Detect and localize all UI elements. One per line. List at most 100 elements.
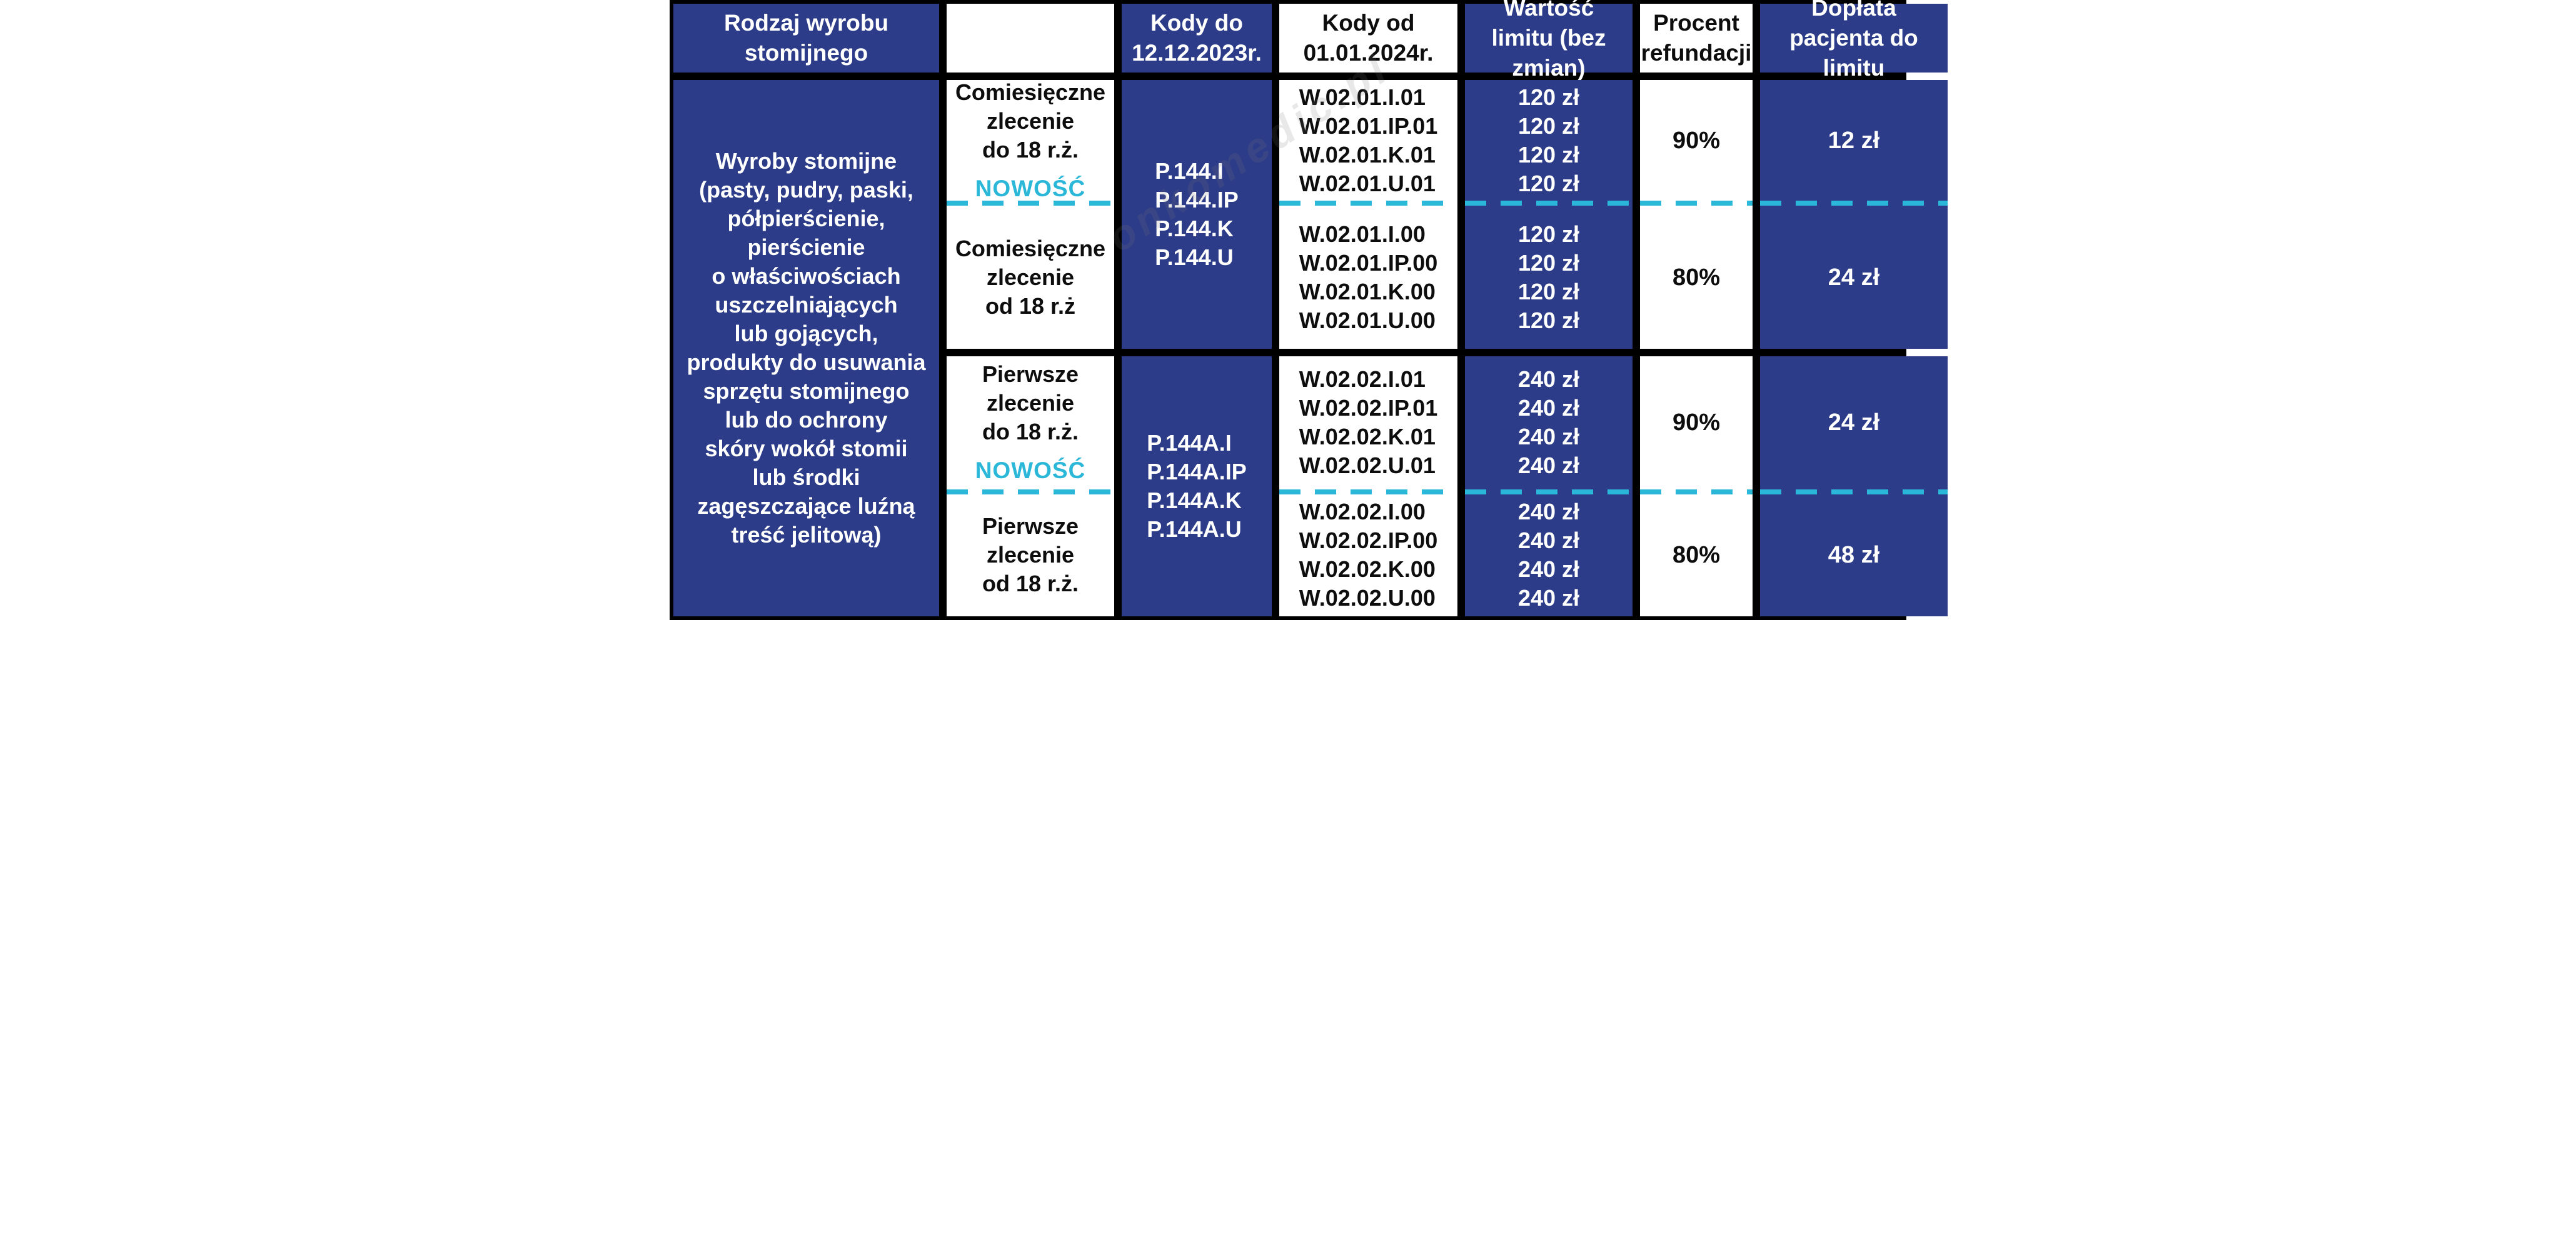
limit-value: 120 zł xyxy=(1517,141,1580,168)
limit-value: 240 zł xyxy=(1517,395,1580,421)
order-type-first-over18: Pierwsze zlecenie od 18 r.ż. xyxy=(947,494,1114,616)
copay-value: 24 zł xyxy=(1828,264,1880,291)
header-blank xyxy=(947,4,1114,73)
refund-value: 80% xyxy=(1672,264,1721,291)
product-line: Wyroby stomijne xyxy=(715,148,897,174)
copay-value: 12 zł xyxy=(1828,127,1880,154)
dashed-divider xyxy=(1640,201,1753,206)
header-copay-label: Dopłata pacjenta do limitu xyxy=(1789,0,1918,81)
copay-cell-group1: 12 zł 24 zł xyxy=(1760,80,1948,349)
order-type-cell-first: Pierwsze zlecenie do 18 r.ż. NOWOŚĆ Pier… xyxy=(947,356,1114,616)
order-line: od 18 r.ż. xyxy=(982,571,1079,597)
refund-value: 80% xyxy=(1672,542,1721,569)
header-refund: Procent refundacji xyxy=(1640,4,1753,73)
code-new: W.02.01.K.01 xyxy=(1299,141,1436,168)
refund-value: 90% xyxy=(1672,409,1721,436)
limit-value: 240 zł xyxy=(1517,499,1580,525)
header-codes-new-label: Kody od 01.01.2024r. xyxy=(1303,10,1434,66)
code-new: W.02.02.U.00 xyxy=(1299,585,1436,611)
header-limit-label: Wartość limitu (bez zmian) xyxy=(1491,0,1606,81)
codes-old-cell-p144a: P.144A.I P.144A.IP P.144A.K P.144A.U xyxy=(1122,356,1272,616)
dashed-divider xyxy=(1279,489,1457,494)
order-line: zlecenie xyxy=(986,390,1075,416)
limit-value: 240 zł xyxy=(1517,528,1580,554)
dashed-divider xyxy=(947,489,1114,494)
product-line: skóry wokół stomii xyxy=(705,436,908,461)
header-refund-label: Procent refundacji xyxy=(1641,10,1752,66)
header-codes-old-label: Kody do 12.12.2023r. xyxy=(1132,10,1262,66)
order-line: Pierwsze xyxy=(982,513,1079,539)
code-old: P.144A.I xyxy=(1147,430,1232,456)
code-new: W.02.02.IP.00 xyxy=(1299,528,1438,554)
limit-value: 120 zł xyxy=(1517,170,1580,196)
limit-value: 240 zł xyxy=(1517,585,1580,611)
code-new: W.02.02.U.01 xyxy=(1299,453,1436,479)
codes-new-cell-w0201: W.02.01.I.01 W.02.01.IP.01 W.02.01.K.01 … xyxy=(1279,80,1457,349)
code-new: W.02.02.K.01 xyxy=(1299,424,1436,450)
order-line: Comiesięczne xyxy=(955,235,1106,261)
limit-value: 120 zł xyxy=(1517,307,1580,333)
order-line: do 18 r.ż. xyxy=(982,136,1079,163)
limit-cell-240: 240 zł 240 zł 240 zł 240 zł 240 zł 240 z… xyxy=(1465,356,1633,616)
limit-value: 120 zł xyxy=(1517,249,1580,276)
dashed-divider xyxy=(1760,489,1948,494)
copay-cell-group2: 24 zł 48 zł xyxy=(1760,356,1948,616)
order-line: Comiesięczne xyxy=(955,79,1106,105)
header-copay: Dopłata pacjenta do limitu xyxy=(1760,0,1948,81)
nowosc-badge: NOWOŚĆ xyxy=(975,458,1086,484)
product-description-cell: Wyroby stomijne (pasty, pudry, paski, pó… xyxy=(673,80,939,616)
order-line: zlecenie xyxy=(986,264,1075,290)
product-line: uszczelniających xyxy=(715,292,898,318)
product-line: treść jelitową) xyxy=(731,522,882,548)
order-line: Pierwsze xyxy=(982,361,1079,388)
code-new: W.02.02.IP.01 xyxy=(1299,395,1438,421)
code-new: W.02.02.I.01 xyxy=(1299,366,1426,393)
nowosc-badge: NOWOŚĆ xyxy=(975,175,1086,201)
copay-value: 24 zł xyxy=(1828,409,1880,436)
code-new: W.02.02.K.00 xyxy=(1299,556,1436,583)
order-type-first-under18: Pierwsze zlecenie do 18 r.ż. NOWOŚĆ xyxy=(947,356,1114,489)
code-old: P.144.U xyxy=(1155,244,1234,270)
code-new: W.02.01.I.00 xyxy=(1299,221,1426,247)
dashed-divider xyxy=(1465,489,1633,494)
code-old: P.144.I xyxy=(1155,158,1224,184)
header-product: Rodzaj wyrobu stomijnego xyxy=(673,4,939,73)
code-old: P.144A.IP xyxy=(1147,459,1247,484)
code-old: P.144A.U xyxy=(1147,516,1242,542)
dashed-divider xyxy=(1760,201,1948,206)
limit-value: 120 zł xyxy=(1517,278,1580,304)
header-product-label: Rodzaj wyrobu stomijnego xyxy=(723,10,889,66)
product-line: sprzętu stomijnego xyxy=(703,378,910,404)
limit-cell-120: 120 zł 120 zł 120 zł 120 zł 120 zł 120 z… xyxy=(1465,80,1633,349)
product-line: produkty do usuwania xyxy=(687,349,926,375)
header-codes-new: Kody od 01.01.2024r. xyxy=(1279,4,1457,73)
order-type-monthly-under18: Comiesięczne zlecenie do 18 r.ż. NOWOŚĆ xyxy=(947,79,1114,201)
header-codes-old: Kody do 12.12.2023r. xyxy=(1122,4,1272,73)
codes-old-cell-p144: P.144.I P.144.IP P.144.K P.144.U xyxy=(1122,80,1272,349)
code-old: P.144.IP xyxy=(1155,187,1239,213)
product-line: lub środki xyxy=(752,464,860,490)
copay-value: 48 zł xyxy=(1828,542,1880,569)
header-limit: Wartość limitu (bez zmian) xyxy=(1465,0,1633,81)
product-line: (pasty, pudry, paski, xyxy=(699,177,913,203)
reimbursement-table: Rodzaj wyrobu stomijnego Kody do 12.12.2… xyxy=(670,0,1948,620)
refund-cell-group2: 90% 80% xyxy=(1640,356,1753,616)
order-line: do 18 r.ż. xyxy=(982,419,1079,445)
refund-cell-group1: 90% 80% xyxy=(1640,80,1753,349)
code-new: W.02.01.U.00 xyxy=(1299,307,1436,333)
limit-value: 240 zł xyxy=(1517,366,1580,393)
order-line: zlecenie xyxy=(986,108,1075,134)
product-line: półpierścienie, xyxy=(727,206,885,231)
product-line: lub gojących, xyxy=(734,321,878,346)
product-line: o właściwościach xyxy=(712,263,901,289)
dashed-divider xyxy=(1279,201,1457,206)
order-type-cell-monthly: Comiesięczne zlecenie do 18 r.ż. NOWOŚĆ … xyxy=(947,79,1114,349)
code-new: W.02.01.U.01 xyxy=(1299,170,1436,196)
product-line: pierścienie xyxy=(747,234,865,260)
code-new: W.02.01.IP.01 xyxy=(1299,113,1438,139)
limit-value: 240 zł xyxy=(1517,556,1580,583)
code-new: W.02.01.K.00 xyxy=(1299,278,1436,304)
product-line: zagęszczające luźną xyxy=(697,493,915,519)
order-line: od 18 r.ż xyxy=(985,293,1076,319)
code-old: P.144A.K xyxy=(1147,488,1242,513)
